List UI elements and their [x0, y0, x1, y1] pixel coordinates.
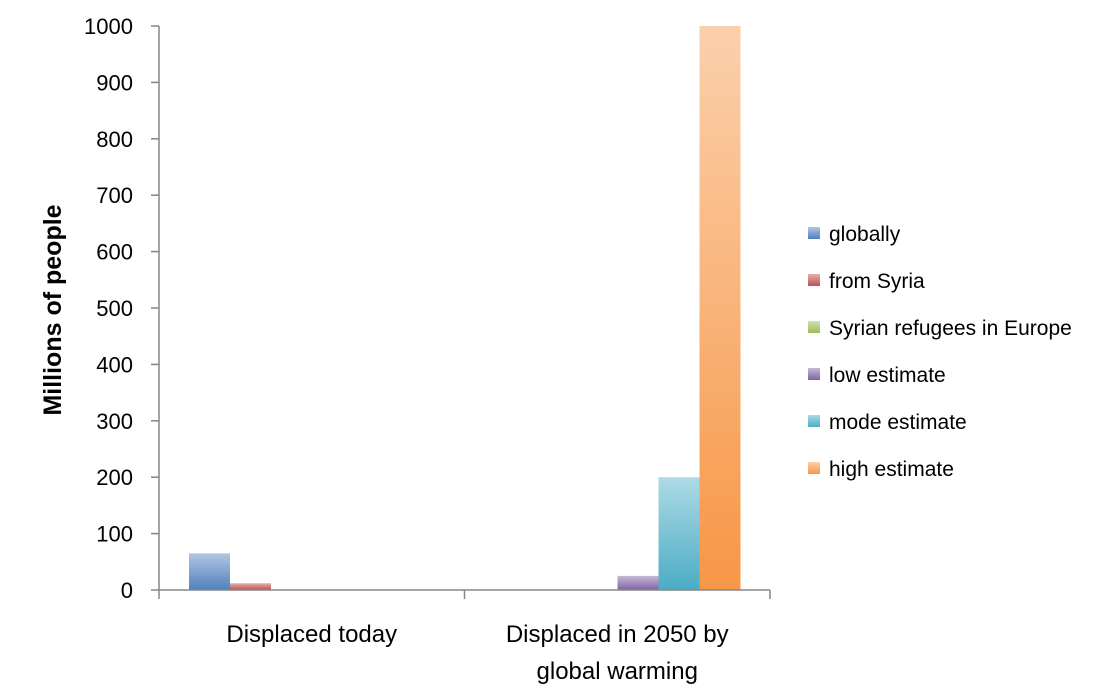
y-tick-label: 500 [96, 296, 133, 321]
y-tick-label: 900 [96, 70, 133, 95]
legend-label: Syrian refugees in Europe [829, 317, 1072, 340]
legend-swatch [808, 462, 820, 474]
legend-label: mode estimate [829, 411, 967, 434]
legend-swatch [808, 227, 820, 239]
legend-item: mode estimate [808, 411, 967, 434]
legend-label: globally [829, 223, 901, 246]
x-category-label: Displaced today [226, 621, 397, 648]
bar [699, 26, 741, 590]
legend-item: Syrian refugees in Europe [808, 317, 1072, 340]
y-tick-label: 400 [96, 352, 133, 377]
legend: globally from Syria Syrian refugees in Eur… [808, 223, 1072, 481]
x-category-label: Displaced in 2050 by global warming [506, 621, 729, 685]
y-tick-label: 0 [121, 578, 133, 603]
legend-item: from Syria [808, 270, 925, 293]
legend-swatch [808, 274, 820, 286]
y-tick-label: 800 [96, 127, 133, 152]
y-tick-label: 100 [96, 522, 133, 547]
y-axis: 0 100 200 300 400 500 600 700 800 900 1000 [84, 14, 160, 603]
y-axis-title: Millions of people [39, 204, 67, 415]
bar [189, 553, 230, 590]
legend-swatch [808, 415, 820, 427]
legend-label: low estimate [829, 364, 946, 387]
legend-item: globally [808, 223, 901, 246]
bar [617, 575, 659, 590]
legend-label: high estimate [829, 458, 954, 481]
legend-swatch [808, 368, 820, 380]
y-tick-label: 200 [96, 465, 133, 490]
y-tick-label: 1000 [84, 14, 133, 39]
y-axis-title-group: Millions of people [39, 204, 67, 415]
legend-swatch [808, 321, 820, 333]
legend-item: high estimate [808, 458, 954, 481]
y-tick-label: 600 [96, 240, 133, 265]
x-axis: Displaced today Displaced in 2050 by globa… [158, 589, 771, 685]
y-tick-label: 700 [96, 183, 133, 208]
legend-item: low estimate [808, 364, 946, 387]
y-tick-label: 300 [96, 409, 133, 434]
bar [230, 583, 271, 590]
bars [189, 26, 741, 590]
bar [658, 477, 700, 590]
legend-label: from Syria [829, 270, 925, 293]
